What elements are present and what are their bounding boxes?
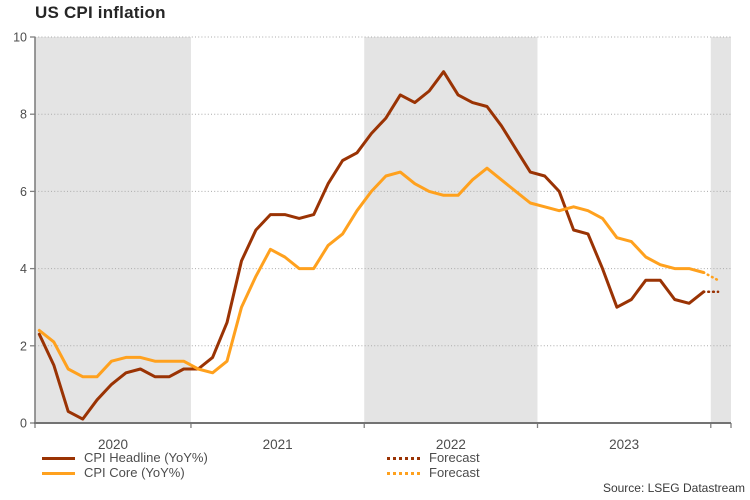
year-shading-band: [35, 37, 191, 423]
y-tick-label: 2: [20, 339, 27, 353]
x-year-label: 2021: [263, 437, 293, 452]
x-year-label: 2022: [436, 437, 466, 452]
series-headline-line: [37, 70, 706, 421]
y-tick-label: 10: [13, 31, 27, 45]
headline-line-swatch-icon: [42, 456, 75, 460]
y-tick-label: 6: [20, 185, 27, 199]
legend-column-forecast: Forecast Forecast: [387, 451, 480, 480]
forecast-headline-swatch-icon: [387, 456, 420, 460]
series-core-line: [37, 166, 706, 379]
legend-item-forecast-core: Forecast: [387, 466, 480, 480]
legend-label-headline: CPI Headline (YoY%): [84, 450, 208, 465]
legend-label-core: CPI Core (YoY%): [84, 465, 185, 480]
chart-title: US CPI inflation: [35, 3, 166, 22]
y-tick-label: 4: [20, 262, 27, 276]
legend-label-forecast-headline: Forecast: [429, 450, 480, 465]
y-tick-label: 8: [20, 108, 27, 122]
legend-column-series: CPI Headline (YoY%) CPI Core (YoY%): [42, 451, 208, 480]
legend-item-headline: CPI Headline (YoY%): [42, 451, 208, 465]
legend-label-forecast-core: Forecast: [429, 465, 480, 480]
forecast-core-line: [702, 271, 720, 282]
year-shading-band: [710, 37, 731, 423]
legend-item-core: CPI Core (YoY%): [42, 466, 208, 480]
forecast-core-swatch-icon: [387, 471, 420, 475]
year-shading-band: [364, 37, 538, 423]
y-tick-label: 0: [20, 417, 27, 431]
x-year-label: 2023: [609, 437, 639, 452]
x-year-label: 2020: [98, 437, 128, 452]
core-line-swatch-icon: [42, 471, 75, 475]
source-note: Source: LSEG Datastream: [602, 481, 745, 495]
legend-item-forecast-headline: Forecast: [387, 451, 480, 465]
